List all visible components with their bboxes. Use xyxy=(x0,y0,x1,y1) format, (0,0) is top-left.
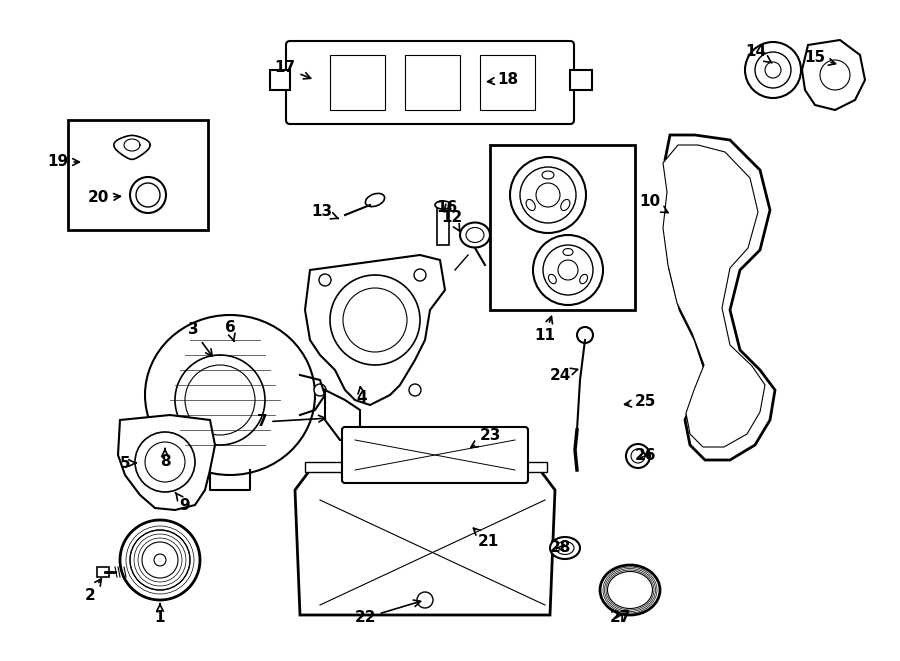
Polygon shape xyxy=(665,135,775,460)
Polygon shape xyxy=(118,415,215,510)
Circle shape xyxy=(314,384,326,396)
Bar xyxy=(405,55,460,110)
Text: 8: 8 xyxy=(159,449,170,469)
Polygon shape xyxy=(802,40,865,110)
Text: 3: 3 xyxy=(188,323,212,356)
Bar xyxy=(330,55,385,110)
Circle shape xyxy=(319,274,331,286)
Ellipse shape xyxy=(600,565,660,615)
Circle shape xyxy=(145,442,185,482)
Ellipse shape xyxy=(561,200,570,211)
Circle shape xyxy=(536,183,560,207)
Circle shape xyxy=(142,542,178,578)
Ellipse shape xyxy=(460,223,490,247)
Circle shape xyxy=(510,157,586,233)
Circle shape xyxy=(154,554,166,566)
Text: 23: 23 xyxy=(471,428,500,447)
Text: 5: 5 xyxy=(120,455,136,471)
Ellipse shape xyxy=(556,541,574,555)
Circle shape xyxy=(409,384,421,396)
Ellipse shape xyxy=(548,274,556,284)
Circle shape xyxy=(130,530,190,590)
Text: 16: 16 xyxy=(436,200,457,215)
Ellipse shape xyxy=(526,200,536,211)
Text: 15: 15 xyxy=(805,50,835,65)
Circle shape xyxy=(417,592,433,608)
Ellipse shape xyxy=(435,201,451,209)
Bar xyxy=(437,205,449,245)
Circle shape xyxy=(745,42,801,98)
Text: 7: 7 xyxy=(256,414,326,430)
Text: 2: 2 xyxy=(85,579,102,602)
Text: 14: 14 xyxy=(745,44,772,63)
Polygon shape xyxy=(325,390,360,440)
Bar xyxy=(270,70,290,90)
Circle shape xyxy=(533,235,603,305)
Text: 9: 9 xyxy=(176,492,190,512)
Ellipse shape xyxy=(145,315,315,475)
Bar xyxy=(97,567,109,577)
Circle shape xyxy=(120,520,200,600)
Ellipse shape xyxy=(608,572,652,609)
Text: 24: 24 xyxy=(549,368,578,383)
Circle shape xyxy=(135,432,195,492)
Circle shape xyxy=(577,327,593,343)
Polygon shape xyxy=(295,470,555,615)
Text: 19: 19 xyxy=(48,155,79,169)
Text: 1: 1 xyxy=(155,603,166,625)
Text: 28: 28 xyxy=(549,541,571,555)
Circle shape xyxy=(185,365,255,435)
Polygon shape xyxy=(663,145,765,447)
Circle shape xyxy=(343,288,407,352)
Polygon shape xyxy=(305,255,445,405)
Text: 6: 6 xyxy=(225,321,236,341)
FancyBboxPatch shape xyxy=(286,41,574,124)
Ellipse shape xyxy=(466,227,484,243)
Text: 11: 11 xyxy=(535,317,555,342)
Text: 4: 4 xyxy=(356,387,367,405)
Text: 21: 21 xyxy=(473,528,499,549)
Text: 10: 10 xyxy=(639,194,668,213)
Bar xyxy=(480,55,535,110)
Text: 25: 25 xyxy=(625,395,656,410)
Circle shape xyxy=(414,269,426,281)
Bar xyxy=(68,120,208,230)
Text: 26: 26 xyxy=(634,447,656,463)
Circle shape xyxy=(130,177,166,213)
Circle shape xyxy=(543,245,593,295)
Ellipse shape xyxy=(365,194,384,207)
Text: 17: 17 xyxy=(274,61,310,79)
FancyBboxPatch shape xyxy=(342,427,528,483)
Text: 12: 12 xyxy=(441,210,463,231)
Ellipse shape xyxy=(542,171,554,179)
Circle shape xyxy=(631,449,645,463)
Text: 18: 18 xyxy=(488,73,518,87)
Circle shape xyxy=(330,275,420,365)
Circle shape xyxy=(175,355,265,445)
Bar xyxy=(305,462,547,472)
Ellipse shape xyxy=(550,537,580,559)
Circle shape xyxy=(820,60,850,90)
Circle shape xyxy=(558,260,578,280)
Ellipse shape xyxy=(563,249,573,256)
Bar xyxy=(570,70,592,90)
Circle shape xyxy=(520,167,576,223)
Text: 20: 20 xyxy=(87,190,121,206)
Circle shape xyxy=(136,183,160,207)
Text: 22: 22 xyxy=(355,600,420,625)
Text: 13: 13 xyxy=(311,204,338,219)
Bar xyxy=(490,145,635,310)
Circle shape xyxy=(755,52,791,88)
Ellipse shape xyxy=(580,274,588,284)
Circle shape xyxy=(765,62,781,78)
Circle shape xyxy=(626,444,650,468)
Text: 27: 27 xyxy=(609,611,631,625)
